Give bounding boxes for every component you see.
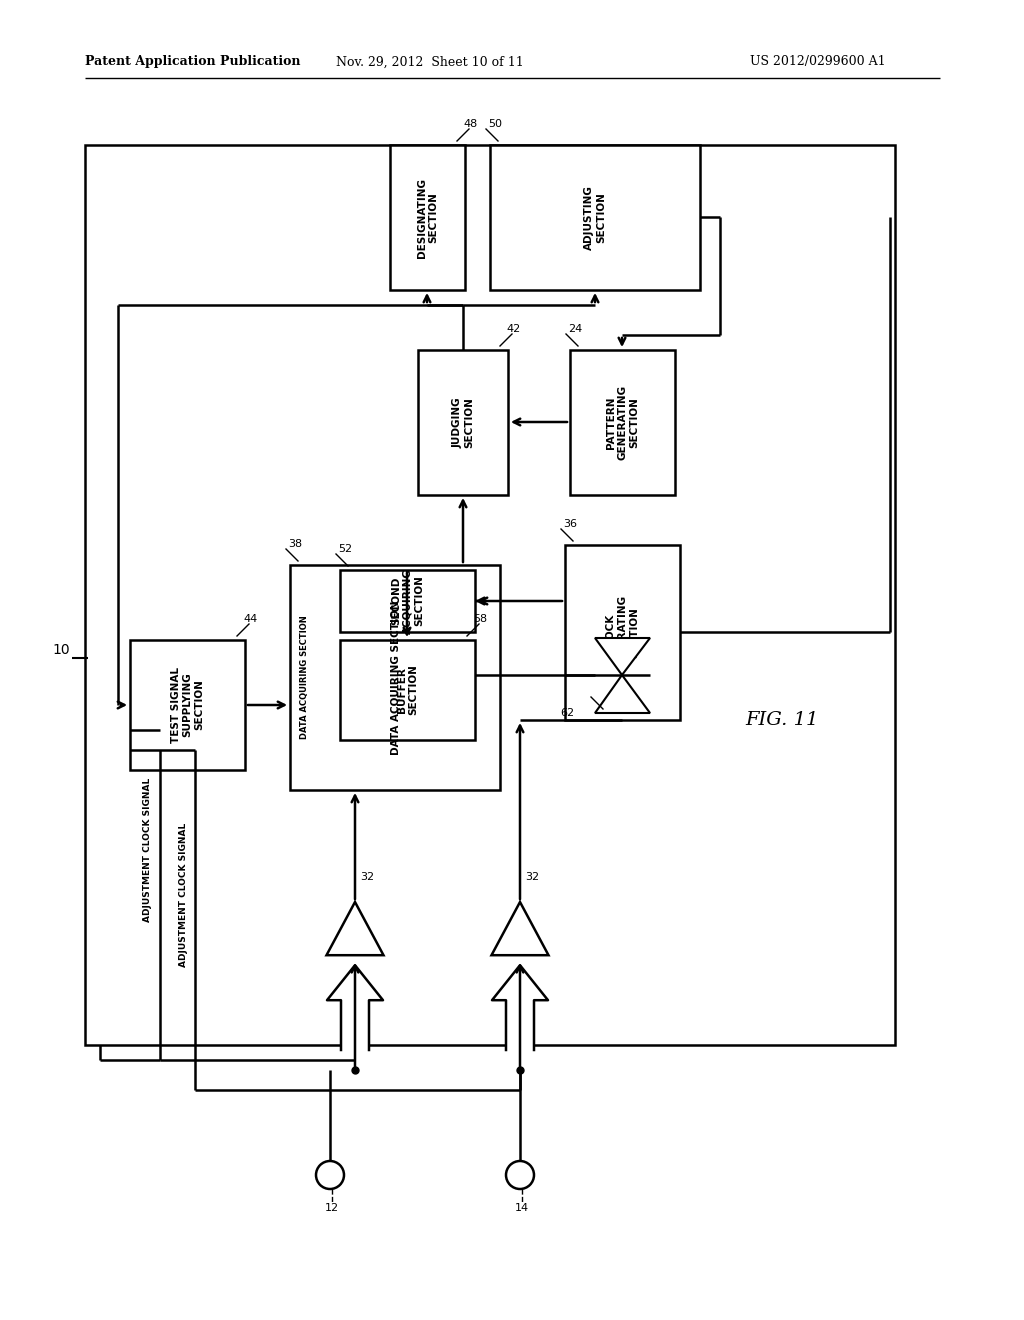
Text: 44: 44 [243, 614, 257, 624]
Text: DATA ACQUIRING SECTION: DATA ACQUIRING SECTION [299, 615, 308, 739]
Text: 36: 36 [563, 519, 577, 529]
Text: 10: 10 [52, 643, 70, 657]
Polygon shape [492, 902, 549, 956]
Text: 48: 48 [463, 119, 477, 129]
Text: 12: 12 [325, 1203, 339, 1213]
Bar [418, 350, 508, 495]
Text: Nov. 29, 2012  Sheet 10 of 11: Nov. 29, 2012 Sheet 10 of 11 [336, 55, 524, 69]
Text: 24: 24 [568, 323, 583, 334]
Polygon shape [595, 638, 650, 675]
Text: ADJUSTING
SECTION: ADJUSTING SECTION [585, 185, 606, 249]
Text: 32: 32 [525, 873, 539, 882]
Text: 32: 32 [360, 873, 374, 882]
Text: PATTERN
GENERATING
SECTION: PATTERN GENERATING SECTION [606, 385, 639, 461]
Text: BUFFER
SECTION: BUFFER SECTION [396, 664, 418, 715]
Bar [130, 640, 245, 770]
Text: 62: 62 [560, 708, 574, 718]
Polygon shape [327, 965, 383, 1049]
Text: 58: 58 [473, 614, 487, 624]
Bar [85, 145, 895, 1045]
Text: 14: 14 [515, 1203, 529, 1213]
Text: ADJUSTMENT CLOCK SIGNAL: ADJUSTMENT CLOCK SIGNAL [178, 822, 187, 968]
Polygon shape [327, 902, 384, 956]
Bar [340, 570, 475, 632]
Text: CLOCK
GENERATING
SECTION: CLOCK GENERATING SECTION [606, 595, 639, 671]
Text: SECOND
ACQUIRING
SECTION: SECOND ACQUIRING SECTION [391, 568, 424, 634]
Text: DESIGNATING
SECTION: DESIGNATING SECTION [417, 177, 438, 257]
Bar [565, 545, 680, 719]
Text: 50: 50 [488, 119, 502, 129]
Text: US 2012/0299600 A1: US 2012/0299600 A1 [750, 55, 886, 69]
Text: TEST SIGNAL
SUPPLYING
SECTION: TEST SIGNAL SUPPLYING SECTION [171, 667, 204, 743]
Bar [390, 145, 465, 290]
Text: FIG. 11: FIG. 11 [745, 711, 818, 729]
Text: 38: 38 [288, 539, 302, 549]
Text: 42: 42 [506, 323, 520, 334]
Text: 52: 52 [338, 544, 352, 554]
Bar [340, 640, 475, 741]
Text: Patent Application Publication: Patent Application Publication [85, 55, 300, 69]
Text: JUDGING
SECTION: JUDGING SECTION [453, 397, 474, 447]
Text: DATA ACQUIRING SECTION: DATA ACQUIRING SECTION [390, 601, 400, 755]
Polygon shape [492, 965, 548, 1049]
Text: ADJUSTMENT CLOCK SIGNAL: ADJUSTMENT CLOCK SIGNAL [143, 777, 153, 923]
Bar [290, 565, 500, 789]
Polygon shape [595, 675, 650, 713]
Bar [570, 350, 675, 495]
Bar [490, 145, 700, 290]
